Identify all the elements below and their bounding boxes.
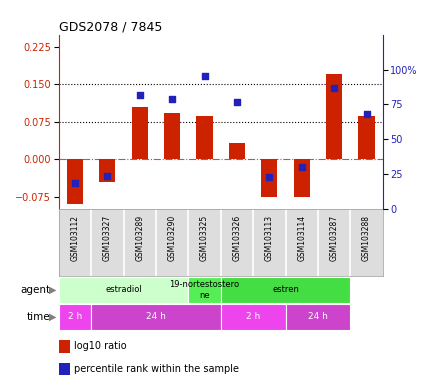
Text: time: time [26, 312, 50, 322]
Bar [228, 143, 244, 159]
Point [71, 180, 78, 186]
Bar [91, 304, 220, 330]
Point [362, 111, 369, 117]
Bar [196, 116, 212, 159]
Point [201, 73, 207, 79]
Bar [164, 113, 180, 159]
Text: GSM103326: GSM103326 [232, 215, 241, 261]
Text: GSM103327: GSM103327 [102, 215, 112, 261]
Text: GSM103325: GSM103325 [200, 215, 209, 261]
Text: percentile rank within the sample: percentile rank within the sample [74, 364, 238, 374]
Text: estren: estren [272, 285, 298, 295]
Text: GSM103287: GSM103287 [329, 215, 338, 261]
Bar [261, 159, 277, 197]
Point [136, 92, 143, 98]
Bar [293, 159, 309, 197]
Text: estradiol: estradiol [105, 285, 141, 295]
Bar [59, 277, 188, 303]
Bar [59, 304, 91, 330]
Text: GDS2078 / 7845: GDS2078 / 7845 [59, 20, 162, 33]
Point [265, 174, 272, 180]
Point [104, 173, 111, 179]
Text: ▶: ▶ [49, 312, 56, 322]
Text: GSM103114: GSM103114 [296, 215, 306, 261]
Text: log10 ratio: log10 ratio [74, 341, 126, 351]
Bar [220, 277, 350, 303]
Bar [99, 159, 115, 182]
Bar [67, 159, 83, 204]
Text: GSM103290: GSM103290 [167, 215, 176, 261]
Bar [132, 107, 148, 159]
Bar [59, 362, 69, 375]
Text: GSM103113: GSM103113 [264, 215, 273, 261]
Bar [326, 74, 342, 159]
Text: agent: agent [20, 285, 50, 295]
Text: 19-nortestostero
ne: 19-nortestostero ne [169, 280, 239, 300]
Bar [220, 304, 285, 330]
Point [298, 164, 305, 170]
Text: 24 h: 24 h [307, 312, 327, 321]
Text: GSM103289: GSM103289 [135, 215, 144, 261]
Bar [358, 116, 374, 159]
Point [330, 84, 337, 91]
Text: 2 h: 2 h [246, 312, 260, 321]
Text: GSM103112: GSM103112 [70, 215, 79, 261]
Point [168, 96, 175, 102]
Bar [59, 340, 69, 353]
Text: GSM103288: GSM103288 [361, 215, 370, 261]
Text: 24 h: 24 h [146, 312, 165, 321]
Point [233, 99, 240, 105]
Bar [285, 304, 350, 330]
Text: ▶: ▶ [49, 285, 56, 295]
Text: 2 h: 2 h [68, 312, 82, 321]
Bar [188, 277, 220, 303]
